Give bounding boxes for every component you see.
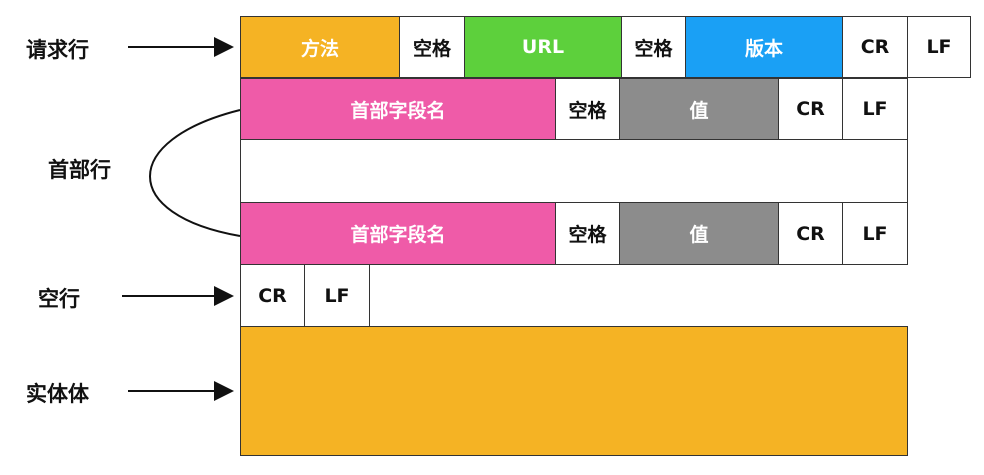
request-line-label: 请求行 bbox=[26, 38, 89, 62]
space-cell: 空格 bbox=[399, 16, 465, 78]
header-lines-label: 首部行 bbox=[48, 158, 111, 182]
url-cell: URL bbox=[464, 16, 622, 78]
header-field-name-cell: 首部字段名 bbox=[240, 202, 556, 265]
cr-cell: CR bbox=[240, 264, 305, 327]
header-lines-ellipsis-area bbox=[240, 139, 908, 203]
cr-cell: CR bbox=[842, 16, 908, 78]
space-cell: 空格 bbox=[621, 16, 686, 78]
lf-cell: LF bbox=[842, 78, 908, 140]
entity-body-block bbox=[240, 326, 908, 456]
lf-cell: LF bbox=[842, 202, 908, 265]
version-cell: 版本 bbox=[685, 16, 843, 78]
blank-line-label: 空行 bbox=[38, 287, 80, 311]
cr-cell: CR bbox=[778, 78, 843, 140]
header-lines-brace bbox=[149, 109, 241, 237]
header-field-name-cell: 首部字段名 bbox=[240, 78, 556, 140]
lf-cell: LF bbox=[304, 264, 370, 327]
value-cell: 值 bbox=[619, 78, 779, 140]
value-cell: 值 bbox=[619, 202, 779, 265]
lf-cell: LF bbox=[907, 16, 971, 78]
entity-body-label: 实体体 bbox=[26, 382, 89, 406]
space-cell: 空格 bbox=[555, 78, 620, 140]
cr-cell: CR bbox=[778, 202, 843, 265]
method-cell: 方法 bbox=[240, 16, 400, 78]
space-cell: 空格 bbox=[555, 202, 620, 265]
